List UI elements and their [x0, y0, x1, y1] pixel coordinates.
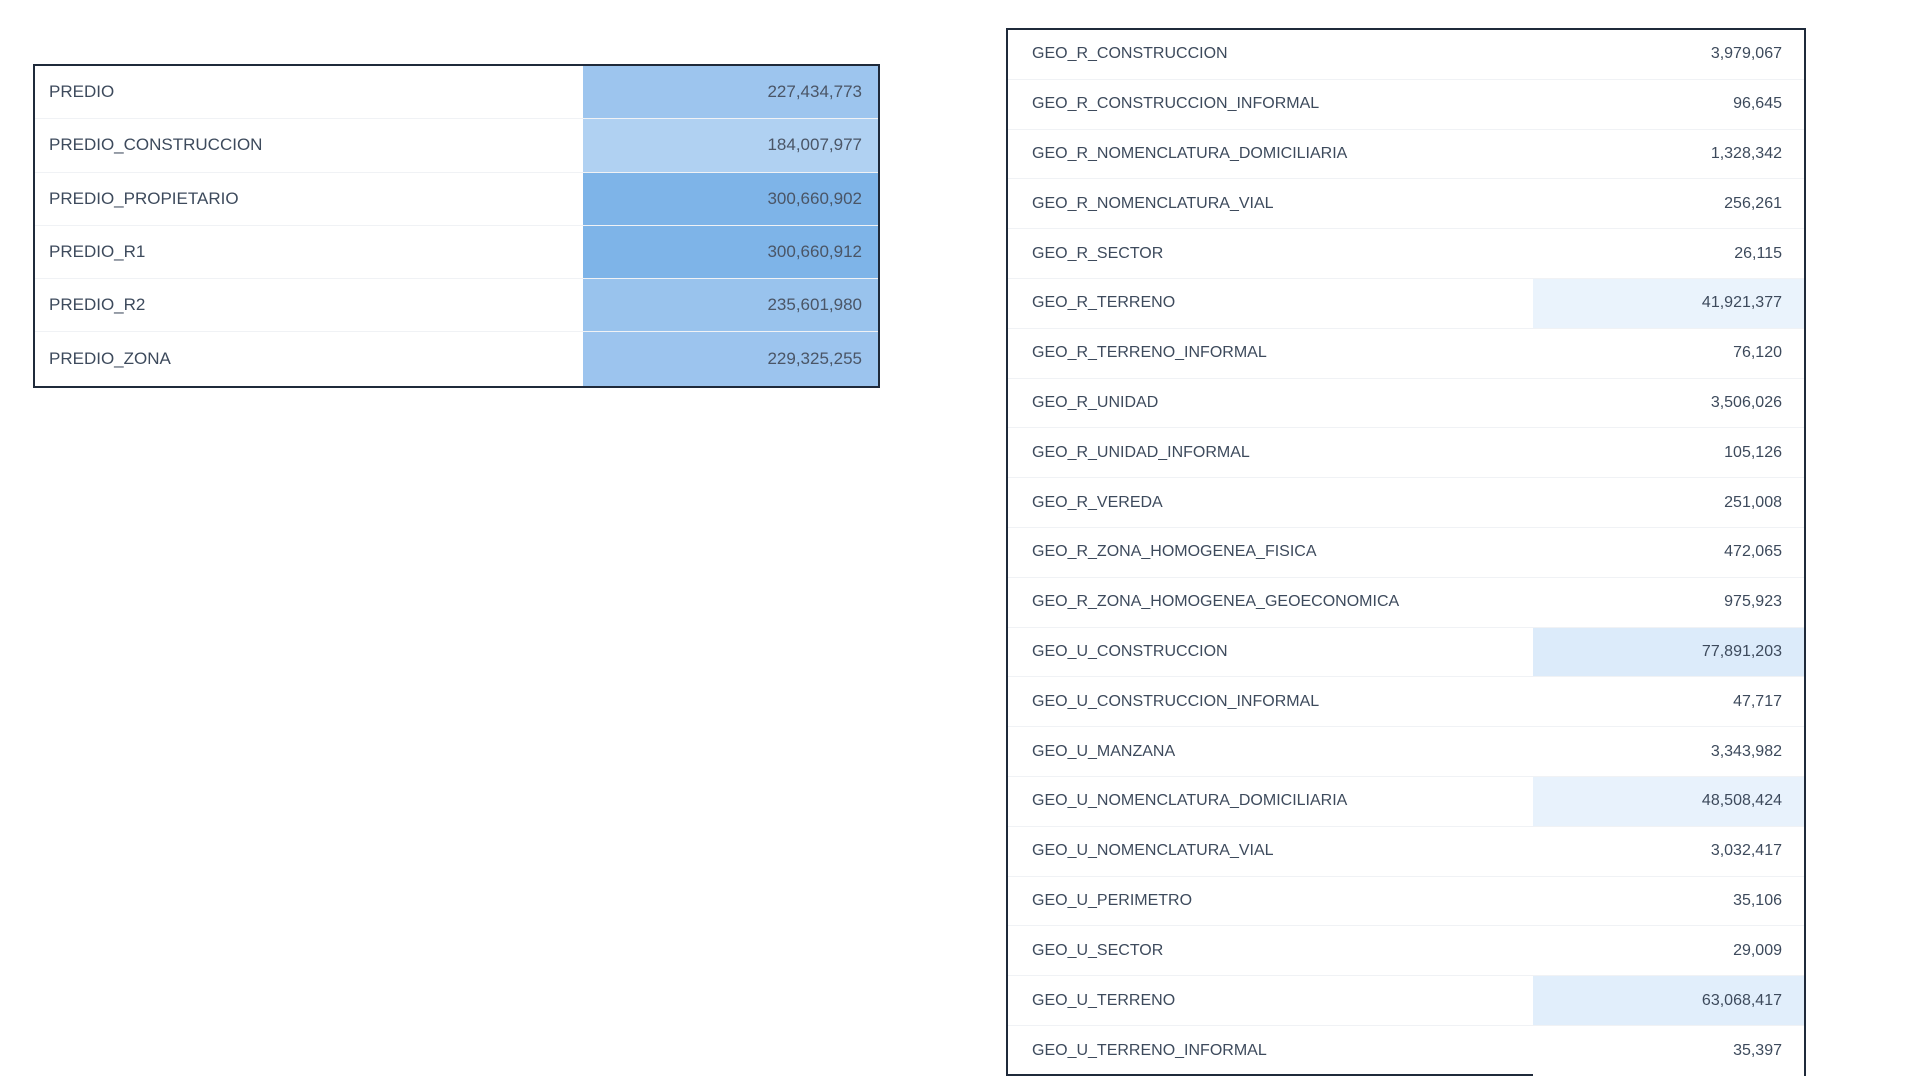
table-row[interactable]: GEO_U_NOMENCLATURA_VIAL 3,032,417 [1008, 826, 1804, 877]
table-row[interactable]: GEO_R_TERRENO_INFORMAL 76,120 [1008, 328, 1804, 379]
row-name: GEO_R_UNIDAD [1032, 393, 1159, 411]
table-row[interactable]: GEO_R_ZONA_HOMOGENEA_FISICA 472,065 [1008, 527, 1804, 578]
row-value: 3,979,067 [1532, 30, 1804, 79]
row-name: PREDIO_PROPIETARIO [49, 188, 239, 208]
row-name: GEO_R_NOMENCLATURA_VIAL [1032, 194, 1274, 212]
row-name: GEO_U_CONSTRUCCION_INFORMAL [1032, 692, 1320, 710]
table-row[interactable]: GEO_R_UNIDAD_INFORMAL 105,126 [1008, 428, 1804, 479]
table-row[interactable]: GEO_R_ZONA_HOMOGENEA_GEOECONOMICA 975,923 [1008, 577, 1804, 628]
row-value: 48,508,424 [1532, 776, 1804, 826]
row-value: 77,891,203 [1532, 627, 1804, 677]
table-row[interactable]: GEO_U_TERRENO_INFORMAL 35,397 [1008, 1025, 1804, 1076]
table-row[interactable]: PREDIO_PROPIETARIO 300,660,902 [35, 172, 878, 226]
table-row[interactable]: GEO_U_PERIMETRO 35,106 [1008, 876, 1804, 927]
row-value: 975,923 [1532, 577, 1804, 627]
row-value: 256,261 [1532, 179, 1804, 229]
table-row[interactable]: GEO_U_TERRENO 63,068,417 [1008, 976, 1804, 1026]
row-name: PREDIO_R1 [49, 242, 146, 262]
row-name: GEO_U_CONSTRUCCION [1032, 642, 1228, 660]
table-row[interactable]: GEO_U_SECTOR 29,009 [1008, 926, 1804, 977]
row-value: 3,343,982 [1532, 727, 1804, 776]
row-value: 300,660,912 [583, 225, 878, 279]
row-value: 300,660,902 [583, 172, 878, 225]
row-name: GEO_U_NOMENCLATURA_VIAL [1032, 842, 1274, 860]
table-row[interactable]: GEO_R_TERRENO 41,921,377 [1008, 278, 1804, 329]
predio-table: PREDIO 227,434,773 PREDIO_CONSTRUCCION 184,… [33, 64, 880, 388]
table-row[interactable]: GEO_U_NOMENCLATURA_DOMICILIARIA 48,508,42… [1008, 776, 1804, 827]
row-value: 235,601,980 [583, 279, 878, 332]
row-name: PREDIO_CONSTRUCCION [49, 135, 263, 155]
row-value: 35,397 [1532, 1025, 1804, 1076]
row-value: 3,032,417 [1532, 826, 1804, 876]
row-name: GEO_R_ZONA_HOMOGENEA_GEOECONOMICA [1032, 593, 1400, 611]
row-value: 472,065 [1532, 527, 1804, 577]
table-row[interactable]: GEO_R_CONSTRUCCION 3,979,067 [1008, 30, 1804, 80]
row-value: 227,434,773 [583, 66, 878, 119]
row-name: GEO_U_TERRENO_INFORMAL [1032, 1041, 1267, 1059]
row-name: GEO_R_CONSTRUCCION [1032, 45, 1228, 63]
table-row[interactable]: GEO_R_NOMENCLATURA_DOMICILIARIA 1,328,342 [1008, 129, 1804, 180]
row-value: 29,009 [1532, 926, 1804, 976]
table-row[interactable]: GEO_R_CONSTRUCCION_INFORMAL 96,645 [1008, 79, 1804, 130]
row-name: GEO_R_NOMENCLATURA_DOMICILIARIA [1032, 144, 1348, 162]
table-row[interactable]: PREDIO_CONSTRUCCION 184,007,977 [35, 119, 878, 173]
row-value: 251,008 [1532, 478, 1804, 527]
table-row[interactable]: GEO_R_NOMENCLATURA_VIAL 256,261 [1008, 179, 1804, 230]
row-value: 1,328,342 [1532, 129, 1804, 179]
row-value: 229,325,255 [583, 332, 878, 386]
table-row[interactable]: PREDIO_R1 300,660,912 [35, 225, 878, 280]
table-row[interactable]: GEO_U_CONSTRUCCION 77,891,203 [1008, 627, 1804, 678]
row-name: GEO_U_MANZANA [1032, 742, 1176, 760]
row-name: PREDIO_ZONA [49, 349, 171, 369]
row-name: GEO_U_NOMENCLATURA_DOMICILIARIA [1032, 792, 1348, 810]
row-value: 63,068,417 [1532, 976, 1804, 1025]
table-row[interactable]: GEO_R_UNIDAD 3,506,026 [1008, 378, 1804, 429]
table-row[interactable]: GEO_U_CONSTRUCCION_INFORMAL 47,717 [1008, 677, 1804, 728]
row-value: 35,106 [1532, 876, 1804, 926]
row-name: GEO_R_ZONA_HOMOGENEA_FISICA [1032, 543, 1317, 561]
row-name: GEO_U_PERIMETRO [1032, 891, 1193, 909]
row-value: 96,645 [1532, 79, 1804, 129]
table-row[interactable]: GEO_R_VEREDA 251,008 [1008, 478, 1804, 528]
table-row[interactable]: PREDIO_R2 235,601,980 [35, 279, 878, 333]
row-name: GEO_R_VEREDA [1032, 493, 1163, 511]
row-value: 41,921,377 [1532, 278, 1804, 328]
table-row[interactable]: PREDIO 227,434,773 [35, 66, 878, 120]
row-name: GEO_R_UNIDAD_INFORMAL [1032, 443, 1250, 461]
table-row[interactable]: GEO_R_SECTOR 26,115 [1008, 229, 1804, 279]
row-name: GEO_R_CONSTRUCCION_INFORMAL [1032, 95, 1320, 113]
table-row[interactable]: GEO_U_MANZANA 3,343,982 [1008, 727, 1804, 777]
row-name: GEO_R_TERRENO [1032, 294, 1176, 312]
row-name: GEO_R_TERRENO_INFORMAL [1032, 344, 1267, 362]
row-name: GEO_U_TERRENO [1032, 991, 1176, 1009]
table-row[interactable]: PREDIO_ZONA 229,325,255 [35, 332, 878, 386]
row-value: 47,717 [1532, 677, 1804, 727]
row-name: PREDIO_R2 [49, 295, 146, 315]
row-name: GEO_R_SECTOR [1032, 244, 1164, 262]
geo-table: GEO_R_CONSTRUCCION 3,979,067 GEO_R_CONSTRU… [1006, 28, 1806, 1076]
row-value: 3,506,026 [1532, 378, 1804, 428]
row-value: 184,007,977 [583, 119, 878, 172]
row-value: 76,120 [1532, 328, 1804, 378]
row-name: PREDIO [49, 82, 115, 102]
row-value: 105,126 [1532, 428, 1804, 478]
row-value: 26,115 [1532, 229, 1804, 278]
row-name: GEO_U_SECTOR [1032, 941, 1164, 959]
